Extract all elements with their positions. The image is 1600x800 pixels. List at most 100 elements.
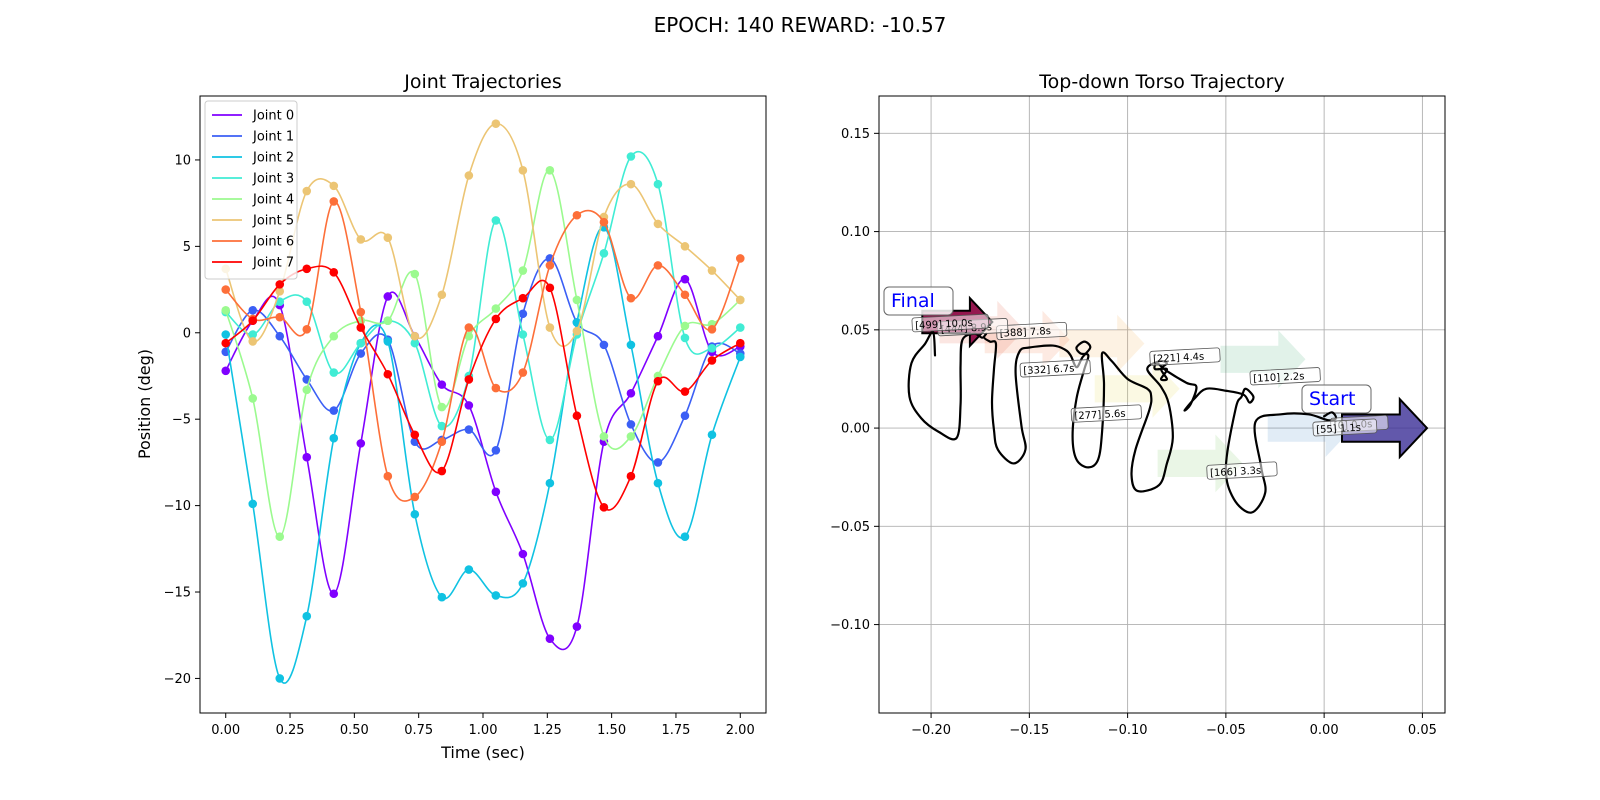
joint-1-marker [329,406,339,415]
joint-legend-label: Joint 2 [252,151,294,166]
joint-7-marker [572,411,582,421]
joint-4-marker [572,295,582,305]
joint-trajectories-title: Joint Trajectories [403,71,561,93]
joint-3-marker [545,435,555,445]
joint-y-tick-label: −5 [172,413,191,428]
joint-legend: Joint 0 Joint 1 Joint 2 Joint 3 Joint 4 Joint… [204,100,298,280]
joint-trajectories-axes: Joint Trajectories 0.00 0.25 0.50 0.75 1.00 1… [135,71,767,762]
torso-path-group [907,330,1338,514]
torso-y-tick-label: 0.00 [841,422,870,437]
joint-7-marker [410,430,420,440]
joint-6-marker [410,492,420,502]
joint-3-marker [680,333,690,343]
joint-x-tick-label: 1.50 [597,723,626,738]
joint-x-axis-label: Time (sec) [440,743,525,762]
joint-2-marker [626,340,636,350]
joint-6-marker [735,254,745,263]
joint-x-tick-label: 0.25 [276,723,305,738]
joint-7-marker [599,503,609,512]
joint-4-marker [491,304,501,313]
joint-7-marker [356,323,366,332]
joint-7-marker [275,280,285,289]
torso-trajectory-title: Top-down Torso Trajectory [1038,71,1284,93]
joint-y-tick-label: −20 [164,672,191,687]
start-label-text: Start [1309,388,1355,410]
torso-time-annotation-text: [221] 4.4s [1153,352,1205,366]
joint-5-marker [518,166,528,175]
torso-time-annotation: [388] 7.8s [996,321,1068,341]
joint-5-marker [572,326,582,336]
joint-7-marker [383,369,393,379]
joint-2-marker [680,532,690,542]
joint-4-marker [329,331,339,341]
torso-plot-frame [878,95,1446,714]
joint-1-marker [464,425,474,434]
joint-4-marker [221,306,231,315]
joint-3-marker [599,248,609,258]
joint-5-marker [545,323,555,332]
joint-5-marker [464,171,474,180]
joint-0-marker [653,331,663,341]
joint-0-marker [572,622,582,631]
joint-plot-frame [199,95,767,714]
joint-5-marker [680,242,690,251]
joint-3-marker [329,368,339,377]
joint-3-marker [302,297,312,306]
joint-0-marker [437,380,447,389]
faded-heading-arrow [1059,314,1145,373]
joint-3-marker [653,179,663,189]
torso-x-tick-label: −0.10 [1108,723,1148,738]
joint-3-marker [491,216,501,225]
joint-2-marker [707,430,717,440]
joint-0-marker [356,439,366,448]
joint-1-line [225,257,741,464]
joint-0-marker [329,589,339,599]
joint-6-marker [221,285,231,294]
joint-1-marker [275,331,285,341]
joint-5-marker [437,290,447,300]
joint-2-marker [221,330,231,339]
joint-0-marker [518,549,528,559]
joint-4-marker [545,166,555,175]
joint-7-marker [491,314,501,324]
torso-time-annotation: [55] 1.1s [1312,418,1378,437]
joint-3-marker [707,344,717,353]
joint-7-marker [464,375,474,384]
joint-3-marker [626,152,636,161]
final-label: Final [883,286,954,316]
torso-trajectory-axes: Top-down Torso Trajectory −0.20 −0.15 −0.1… [830,71,1446,738]
torso-x-tick-label: 0.00 [1310,723,1339,738]
torso-y-tick-label: 0.15 [841,127,870,142]
joint-6-marker [329,197,339,206]
torso-time-annotation-text: [166] 3.3s [1210,466,1262,480]
joint-6-marker [680,290,690,300]
torso-x-tick-label: −0.15 [1009,723,1049,738]
joint-legend-label: Joint 5 [252,214,294,229]
joint-2-marker [545,478,555,488]
joint-0-marker [221,366,231,376]
joint-2-marker [410,509,420,519]
torso-time-annotation: [166] 3.3s [1206,461,1278,480]
joint-7-marker [329,267,339,277]
joint-1-marker [491,445,501,455]
joint-4-marker [626,432,636,441]
torso-y-tick-label: −0.10 [830,618,870,633]
joint-1-marker [626,420,636,429]
joint-7-marker [545,283,555,293]
joint-7-marker [248,316,258,325]
joint-5-marker [491,119,501,128]
joint-1-marker [356,349,366,358]
torso-time-annotation-text: [499] 10.0s [915,318,973,332]
joint-4-marker [410,269,420,279]
joint-x-tick-label: 1.25 [533,723,562,738]
joint-legend-box [204,100,298,280]
joint-0-marker [302,452,312,462]
joint-4-marker [518,266,528,275]
torso-time-annotation: [277] 5.6s [1070,404,1142,423]
torso-time-annotation-text: [332] 6.7s [1023,363,1075,377]
joint-5-marker [356,235,366,244]
torso-time-annotation-text: [277] 5.6s [1074,409,1126,423]
torso-time-annotation-text: [388] 7.8s [999,326,1051,340]
joint-6-marker [599,217,609,227]
